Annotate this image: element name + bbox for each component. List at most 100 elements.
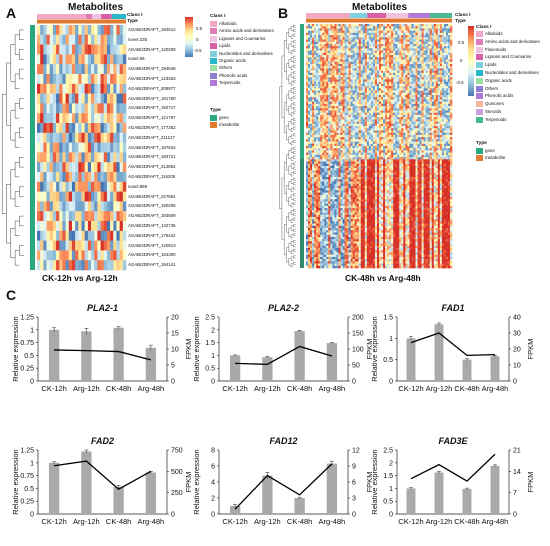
heatmap-cell <box>399 141 402 145</box>
heatmap-cell <box>372 77 376 80</box>
heatmap-cell <box>431 97 435 100</box>
heatmap-cell <box>445 90 449 94</box>
heatmap-cell <box>78 142 82 153</box>
heatmap-cell <box>421 55 424 58</box>
heatmap-cell <box>374 37 378 40</box>
heatmap-cell <box>433 39 437 43</box>
heatmap-cell <box>393 123 396 127</box>
heatmap-cell <box>322 150 325 153</box>
heatmap-cell <box>447 81 451 85</box>
heatmap-cell <box>320 63 323 67</box>
heatmap-cell <box>449 137 453 140</box>
heatmap-cell <box>330 48 333 51</box>
heatmap-cell <box>439 143 443 147</box>
heatmap-cell <box>431 24 435 27</box>
heatmap-cell <box>43 142 47 153</box>
heatmap-cell <box>320 90 323 94</box>
heatmap-cell <box>429 139 433 142</box>
heatmap-cell <box>362 32 366 36</box>
heatmap-cell <box>46 162 51 173</box>
heatmap-cell <box>358 59 362 63</box>
heatmap-cell <box>318 68 321 71</box>
heatmap-cell <box>46 132 51 143</box>
heatmap-cell <box>385 26 388 29</box>
heatmap-cell <box>358 32 362 36</box>
heatmap-cell <box>312 30 315 34</box>
heatmap-cell <box>344 141 347 145</box>
heatmap-cell <box>336 55 339 58</box>
heatmap-cell <box>75 142 79 153</box>
heatmap-cell <box>433 143 437 147</box>
heatmap-cell <box>391 110 394 114</box>
heatmap-cell <box>100 181 105 192</box>
heatmap-cell <box>364 121 368 125</box>
heatmap-cell <box>449 112 453 116</box>
heatmap-cell <box>362 148 366 151</box>
heatmap-cell <box>340 79 343 82</box>
heatmap-cell <box>106 162 111 173</box>
heatmap-cell <box>441 24 445 27</box>
heatmap-cell <box>443 88 447 91</box>
heatmap-cell <box>320 141 323 145</box>
heatmap-cell <box>395 139 398 142</box>
heatmap-cell <box>56 83 60 94</box>
heatmap-cell <box>435 90 439 94</box>
heatmap-cell <box>427 126 430 129</box>
heatmap-cell <box>356 97 360 100</box>
heatmap-cell <box>354 61 357 65</box>
heatmap-cell <box>350 32 353 36</box>
heatmap-cell <box>425 57 428 60</box>
heatmap-cell <box>334 134 337 138</box>
heatmap-cell <box>362 123 366 127</box>
heatmap-cell <box>405 121 408 125</box>
heatmap-cell <box>364 110 368 114</box>
heatmap-cell <box>421 77 424 80</box>
class-legend-label: Others <box>219 65 233 71</box>
heatmap-cell <box>94 132 98 143</box>
heatmap-cell <box>342 119 345 122</box>
heatmap-cell <box>364 148 368 151</box>
heatmap-cell <box>350 117 353 120</box>
heatmap-cell <box>342 112 345 116</box>
heatmap-cell <box>356 88 360 91</box>
heatmap-cell <box>46 25 51 36</box>
heatmap-cell <box>445 43 449 47</box>
heatmap-cell <box>342 77 345 80</box>
heatmap-cell <box>40 25 44 36</box>
heatmap-cell <box>419 26 422 29</box>
heatmap-cell <box>419 117 422 120</box>
heatmap-cell <box>409 28 412 31</box>
heatmap-cell <box>116 162 120 173</box>
heatmap-cell <box>346 28 349 31</box>
heatmap-cell <box>413 112 416 116</box>
heatmap-cell <box>332 48 335 51</box>
heatmap-cell <box>348 35 351 38</box>
heatmap-cell <box>40 152 44 163</box>
heatmap-cell <box>338 132 341 136</box>
heatmap-cell <box>330 143 333 147</box>
heatmap-cell <box>411 61 414 65</box>
heatmap-cell <box>401 141 404 145</box>
heatmap-cell <box>429 132 433 136</box>
heatmap-cell <box>316 55 319 58</box>
heatmap-cell <box>431 137 435 140</box>
heatmap-cell <box>346 119 349 122</box>
heatmap-cell <box>65 260 70 271</box>
heatmap-cell <box>381 110 384 114</box>
heatmap-cell <box>306 119 309 122</box>
heatmap-cell <box>346 130 349 133</box>
heatmap-cell <box>421 92 424 96</box>
heatmap-cell <box>87 162 92 173</box>
heatmap-cell <box>320 66 323 69</box>
heatmap-cell <box>387 88 390 91</box>
heatmap-cell <box>381 81 384 85</box>
heatmap-cell <box>362 68 366 71</box>
heatmap-cell <box>443 35 447 38</box>
heatmap-cell <box>366 148 370 151</box>
heatmap-a-row-label: AGABI2DRAFT_209977 <box>128 85 176 91</box>
heatmap-cell <box>362 75 366 78</box>
heatmap-cell <box>46 44 51 55</box>
heatmap-cell <box>405 28 408 31</box>
heatmap-cell <box>431 66 435 69</box>
heatmap-cell <box>374 43 378 47</box>
